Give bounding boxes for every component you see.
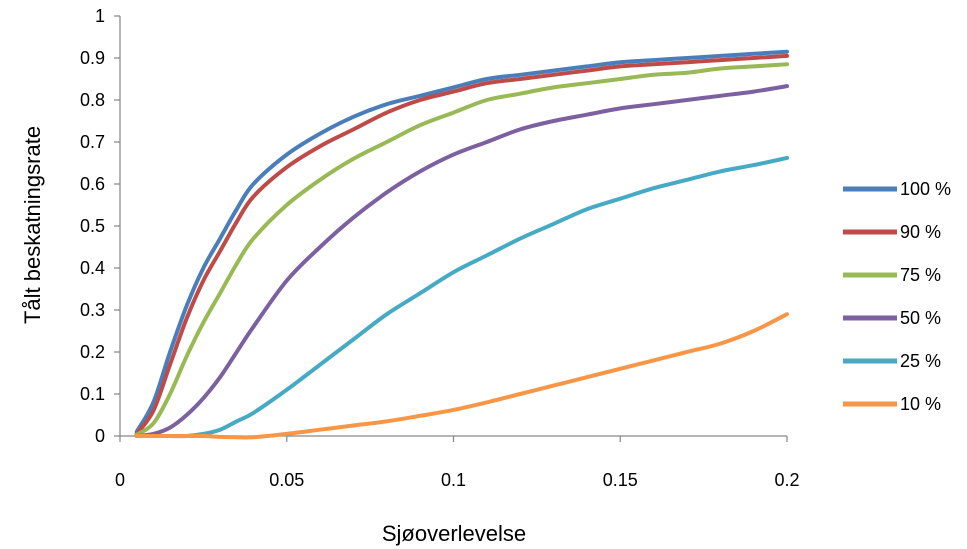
legend: 100 % 90 % 75 % 50 % 25 % 10 % [843,179,951,414]
series-line-100 [134,49,789,434]
x-tick-label: 0.15 [603,470,638,490]
y-tick-label: 0.4 [80,258,105,278]
x-tick-label: 0.1 [441,470,466,490]
series-line-25 [134,155,789,439]
legend-label: 90 % [900,222,941,242]
legend-label: 50 % [900,308,941,328]
legend-item-90: 90 % [843,222,941,242]
series-lines [134,49,789,440]
series-line-90 [134,53,789,436]
y-tick-label: 0.6 [80,174,105,194]
legend-item-75: 75 % [843,265,941,285]
y-tick-label: 0.5 [80,216,105,236]
legend-item-50: 50 % [843,308,941,328]
x-axis-ticks: 0 0.05 0.1 0.15 0.2 [115,436,800,490]
legend-label: 25 % [900,351,941,371]
x-tick-label: 0.2 [774,470,799,490]
x-tick-label: 0.05 [269,470,304,490]
y-tick-label: 0 [95,426,105,446]
y-tick-label: 0.9 [80,48,105,68]
series-line-50 [134,84,789,438]
legend-label: 75 % [900,265,941,285]
y-tick-label: 0.2 [80,342,105,362]
legend-item-10: 10 % [843,394,941,414]
y-tick-label: 0.7 [80,132,105,152]
x-tick-label: 0 [115,470,125,490]
series-line-10 [134,312,789,440]
y-tick-label: 1 [95,6,105,26]
legend-label: 100 % [900,179,951,199]
series-line-75 [134,62,789,437]
plot-area: 0 0.1 0.2 0.3 0.4 0.5 0.6 0.7 0.8 0.9 1 0 0.05 0.1 0.… [80,6,800,490]
y-tick-label: 0.8 [80,90,105,110]
x-axis-title: Sjøoverlevelse [382,521,526,546]
y-tick-label: 0.1 [80,384,105,404]
y-tick-label: 0.3 [80,300,105,320]
legend-item-25: 25 % [843,351,941,371]
legend-item-100: 100 % [843,179,951,199]
legend-label: 10 % [900,394,941,414]
y-axis-ticks: 0 0.1 0.2 0.3 0.4 0.5 0.6 0.7 0.8 0.9 1 [80,6,120,446]
y-axis-title: Tålt beskatningsrate [20,126,45,324]
